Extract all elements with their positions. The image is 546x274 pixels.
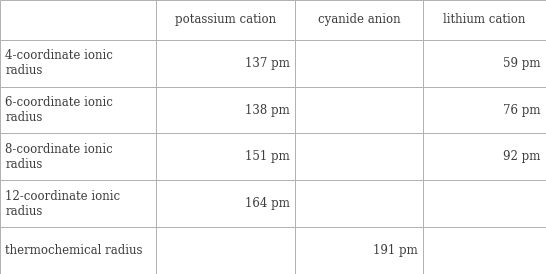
Text: 4-coordinate ionic
radius: 4-coordinate ionic radius: [5, 49, 114, 77]
Text: 8-coordinate ionic
radius: 8-coordinate ionic radius: [5, 143, 113, 171]
Text: 164 pm: 164 pm: [245, 197, 289, 210]
Text: 12-coordinate ionic
radius: 12-coordinate ionic radius: [5, 190, 121, 218]
Text: 92 pm: 92 pm: [503, 150, 541, 163]
Text: 6-coordinate ionic
radius: 6-coordinate ionic radius: [5, 96, 114, 124]
Text: 151 pm: 151 pm: [245, 150, 289, 163]
Text: potassium cation: potassium cation: [175, 13, 276, 26]
Text: 59 pm: 59 pm: [503, 57, 541, 70]
Text: 76 pm: 76 pm: [503, 104, 541, 116]
Text: cyanide anion: cyanide anion: [318, 13, 400, 26]
Text: 191 pm: 191 pm: [373, 244, 418, 257]
Text: 137 pm: 137 pm: [245, 57, 289, 70]
Text: 138 pm: 138 pm: [245, 104, 289, 116]
Text: lithium cation: lithium cation: [443, 13, 526, 26]
Text: thermochemical radius: thermochemical radius: [5, 244, 143, 257]
